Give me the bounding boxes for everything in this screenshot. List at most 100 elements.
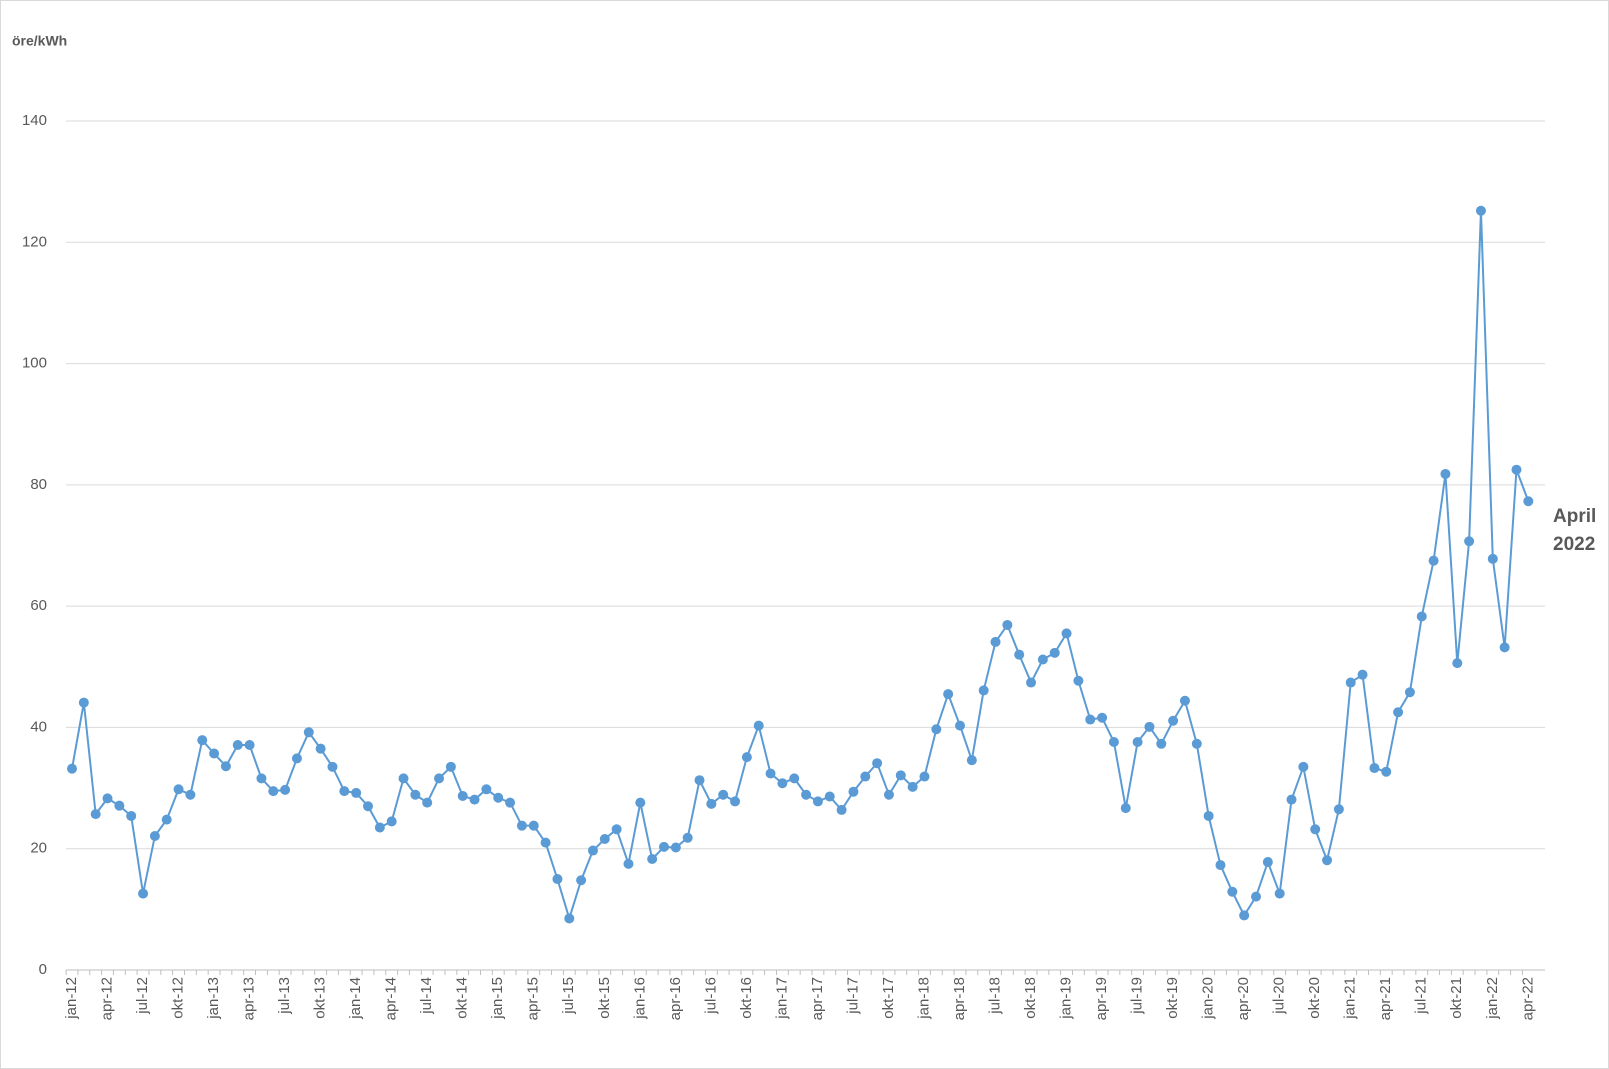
x-tick-label: jul-19 (1129, 977, 1146, 1015)
point (1298, 761, 1309, 772)
point (161, 814, 172, 825)
x-tick-label: okt-15 (596, 977, 613, 1019)
y-tick-label: 120 (22, 233, 47, 250)
x-tick-label: okt-12 (170, 977, 187, 1019)
point (635, 797, 646, 808)
point (1523, 496, 1534, 507)
point (1037, 654, 1048, 665)
point (185, 789, 196, 800)
point (516, 820, 527, 831)
point (197, 735, 208, 746)
point (493, 792, 504, 803)
point (801, 789, 812, 800)
x-tick-label: jan-13 (205, 977, 222, 1020)
point (256, 773, 267, 784)
point (410, 789, 421, 800)
point (1156, 738, 1167, 749)
point (1239, 910, 1250, 921)
point (1274, 888, 1285, 899)
x-tick-label: okt-19 (1164, 977, 1181, 1019)
point (943, 689, 954, 700)
x-tick-label: jul-17 (844, 977, 861, 1015)
y-axis-label: öre/kWh (12, 33, 67, 49)
point (1322, 855, 1333, 866)
point (327, 761, 338, 772)
point (232, 740, 243, 751)
point (422, 797, 433, 808)
point (469, 794, 480, 805)
point (1215, 860, 1226, 871)
point (280, 784, 291, 795)
x-tick-label: apr-22 (1519, 977, 1536, 1020)
x-tick-label: jul-20 (1271, 977, 1288, 1015)
point (1286, 794, 1297, 805)
point (907, 781, 918, 792)
point (363, 801, 373, 812)
point (126, 810, 137, 821)
point (682, 832, 693, 843)
point (1191, 738, 1202, 749)
point (1132, 736, 1143, 747)
point (1428, 555, 1439, 566)
point (919, 771, 930, 782)
point (386, 816, 397, 827)
x-tick-label: okt-13 (312, 977, 329, 1019)
point (244, 740, 255, 751)
point (1026, 677, 1037, 688)
x-tick-label: jan-21 (1342, 977, 1359, 1020)
point (1499, 642, 1510, 653)
point (730, 796, 741, 807)
point (587, 845, 598, 856)
x-tick-label: jan-14 (347, 977, 364, 1020)
x-tick-label: okt-16 (738, 977, 755, 1019)
point (647, 854, 658, 865)
point (457, 790, 468, 801)
point (268, 786, 279, 797)
point (955, 720, 965, 731)
point (576, 875, 587, 886)
point (812, 796, 823, 807)
point (445, 761, 456, 772)
point (1061, 628, 1072, 639)
point (138, 888, 149, 899)
point (1464, 536, 1475, 547)
y-tick-label: 40 (30, 718, 47, 735)
point (540, 837, 551, 848)
x-tick-label: apr-21 (1377, 977, 1394, 1020)
x-tick-label: jan-20 (1200, 977, 1217, 1020)
point (149, 830, 160, 841)
x-tick-label: apr-15 (525, 977, 542, 1020)
point (1073, 675, 1084, 686)
point (552, 874, 563, 885)
point (434, 773, 445, 784)
point (883, 789, 894, 800)
point (599, 834, 610, 845)
x-tick-label: jan-16 (631, 977, 648, 1020)
x-tick-label: jan-19 (1058, 977, 1075, 1020)
x-tick-label: okt-21 (1448, 977, 1465, 1019)
y-tick-label: 0 (39, 961, 47, 978)
point (978, 685, 989, 696)
y-tick-label: 140 (22, 112, 47, 129)
point (315, 743, 326, 754)
point (1333, 804, 1344, 815)
x-tick-label: apr-14 (383, 977, 400, 1020)
annotation: April 2022 (1553, 506, 1597, 555)
point (1014, 649, 1025, 660)
point (398, 773, 409, 784)
point (1097, 712, 1108, 723)
point (623, 858, 634, 869)
point (90, 809, 101, 820)
point (931, 724, 942, 735)
x-tick-label: okt-18 (1022, 977, 1039, 1019)
point (1452, 658, 1463, 669)
x-tick-label: apr-17 (809, 977, 826, 1020)
point (990, 636, 1001, 647)
point (611, 824, 622, 835)
x-tick-label: jul-13 (276, 977, 293, 1015)
x-tick-label: apr-18 (951, 977, 968, 1020)
point (872, 758, 883, 769)
x-tick-label: apr-19 (1093, 977, 1110, 1020)
